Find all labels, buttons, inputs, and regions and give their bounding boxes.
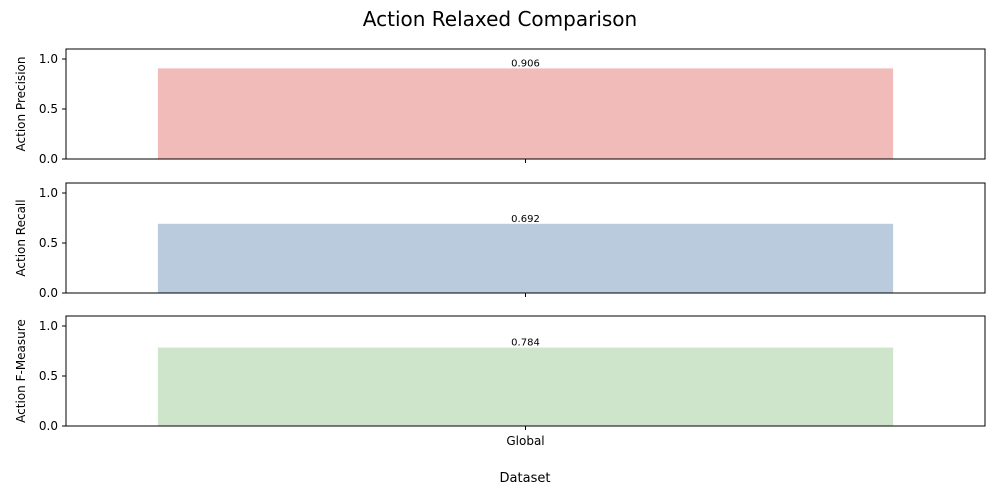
y-tick-label: 1.0 <box>39 319 58 333</box>
x-axis-label: Dataset <box>500 471 551 486</box>
y-axis-label: Action F-Measure <box>14 319 28 423</box>
y-axis-label: Action Recall <box>14 199 28 276</box>
y-tick-label: 1.0 <box>39 186 58 200</box>
axes-frame <box>65 315 986 427</box>
bar-value-label: 0.906 <box>511 58 540 69</box>
y-tick-label: 1.0 <box>39 52 58 66</box>
y-tick-label: 0.0 <box>39 419 58 433</box>
subplot-1: 0.906 0.0 0.5 1.0 Action Precision <box>14 48 986 166</box>
bar-global <box>157 223 894 293</box>
x-tick-label: Global <box>506 434 544 448</box>
subplot-2: 0.692 0.0 0.5 1.0 Action Recall <box>14 182 986 300</box>
axes-frame <box>65 182 986 294</box>
bar-value-label: 0.692 <box>511 214 540 225</box>
chart-title: Action Relaxed Comparison <box>363 7 637 31</box>
bar-value-label: 0.784 <box>511 338 540 349</box>
y-tick-label: 0.0 <box>39 152 58 166</box>
y-tick-label: 0.5 <box>39 236 58 250</box>
subplot-3: 0.784 Global 0.0 0.5 1.0 Action F-Measure <box>14 315 986 448</box>
bar-global <box>157 347 894 426</box>
axes-frame <box>65 48 986 160</box>
y-tick-label: 0.5 <box>39 369 58 383</box>
bar-global <box>157 68 894 159</box>
y-axis-label: Action Precision <box>14 57 28 152</box>
y-tick-label: 0.5 <box>39 102 58 116</box>
y-tick-label: 0.0 <box>39 286 58 300</box>
